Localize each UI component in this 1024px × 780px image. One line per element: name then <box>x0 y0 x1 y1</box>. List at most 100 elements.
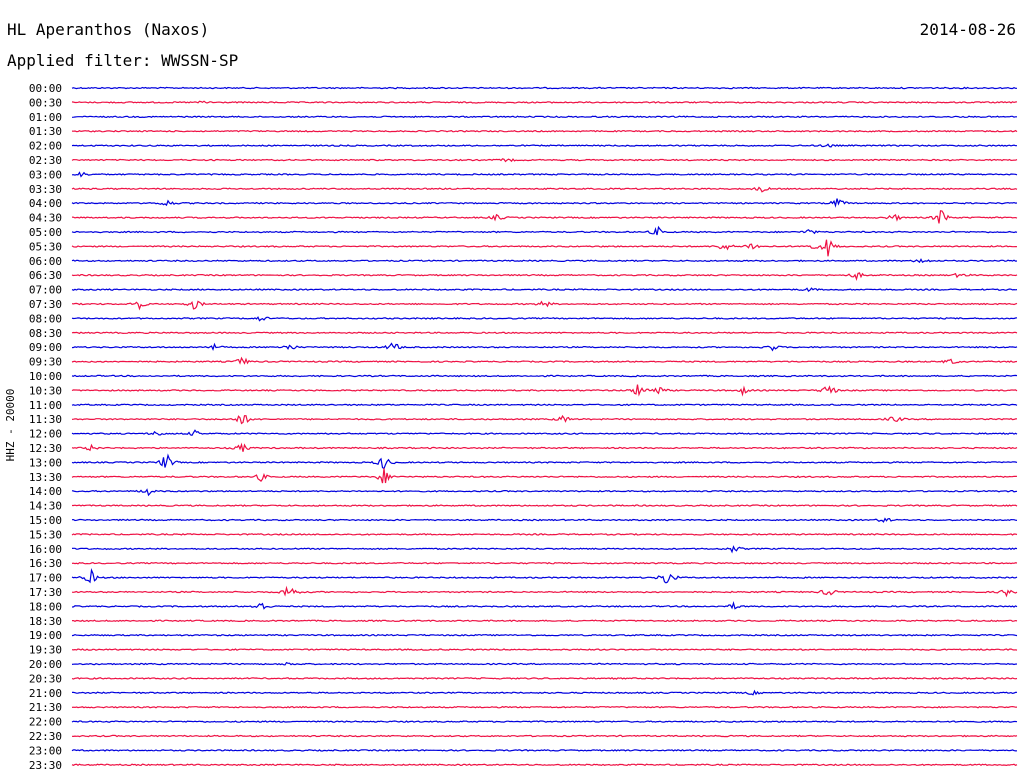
time-label: 02:30 <box>29 154 62 167</box>
trace-line <box>71 403 1018 407</box>
time-label: 18:00 <box>29 600 62 613</box>
time-label: 15:00 <box>29 514 62 527</box>
time-label: 19:30 <box>29 644 62 657</box>
time-label: 01:30 <box>29 125 62 138</box>
time-label: 13:00 <box>29 456 62 469</box>
time-label: 15:30 <box>29 528 62 541</box>
trace-line <box>71 585 1018 598</box>
trace-line <box>71 198 1018 208</box>
time-label: 05:30 <box>29 240 62 253</box>
time-label: 12:30 <box>29 442 62 455</box>
trace-line <box>71 468 1018 484</box>
time-label: 08:30 <box>29 327 62 340</box>
filter-line: Applied filter: WWSSN-SP <box>7 51 238 70</box>
trace-line <box>71 225 1018 236</box>
time-label: 09:30 <box>29 356 62 369</box>
trace-line <box>71 331 1018 335</box>
trace-line <box>71 600 1018 610</box>
time-label: 06:00 <box>29 255 62 268</box>
time-label: 06:30 <box>29 269 62 282</box>
trace-line <box>71 374 1018 378</box>
trace-line <box>71 414 1018 425</box>
trace-line <box>71 677 1018 680</box>
trace-line <box>71 488 1018 497</box>
filter-label: Applied filter: <box>7 51 152 70</box>
trace-line <box>71 734 1018 738</box>
trace-line <box>71 567 1018 584</box>
time-label: 12:00 <box>29 428 62 441</box>
time-label: 23:30 <box>29 759 62 772</box>
time-label: 16:00 <box>29 543 62 556</box>
time-label: 02:00 <box>29 140 62 153</box>
trace-line <box>71 115 1017 119</box>
time-label: 05:00 <box>29 226 62 239</box>
time-label: 00:30 <box>29 96 62 109</box>
filter-value: WWSSN-SP <box>161 51 239 70</box>
date-label: 2014-08-26 <box>919 20 1016 39</box>
time-label: 10:30 <box>29 384 62 397</box>
time-label: 21:00 <box>29 687 62 700</box>
trace-line <box>71 648 1018 651</box>
time-label: 16:30 <box>29 557 62 570</box>
time-label: 11:00 <box>29 399 62 412</box>
time-label: 19:00 <box>29 629 62 642</box>
time-label: 01:00 <box>29 111 62 124</box>
time-label: 17:00 <box>29 572 62 585</box>
trace-line <box>71 561 1018 565</box>
time-label: 22:30 <box>29 730 62 743</box>
trace-line <box>71 545 1018 554</box>
time-label: 14:30 <box>29 500 62 513</box>
trace-line <box>71 186 1018 193</box>
trace-line <box>71 661 1018 666</box>
trace-line <box>71 453 1018 470</box>
time-label: 00:00 <box>29 82 62 95</box>
trace-line <box>71 720 1018 723</box>
trace-group <box>71 86 1018 767</box>
time-label: 03:00 <box>29 168 62 181</box>
trace-line <box>71 258 1018 264</box>
trace-line <box>72 619 1018 623</box>
trace-line <box>71 356 1018 365</box>
channel-label: HHZ - 20000 <box>4 389 17 462</box>
time-label: 08:00 <box>29 312 62 325</box>
trace-line <box>71 316 1018 322</box>
trace-line <box>72 689 1018 696</box>
time-label: 13:30 <box>29 471 62 484</box>
time-label: 18:30 <box>29 615 62 628</box>
trace-line <box>71 633 1018 637</box>
trace-line <box>71 429 1018 436</box>
time-label: 11:30 <box>29 413 62 426</box>
trace-line <box>71 272 1018 281</box>
trace-line <box>71 517 1018 523</box>
time-label: 22:00 <box>29 716 62 729</box>
trace-line <box>72 504 1018 507</box>
time-label: 20:30 <box>29 672 62 685</box>
time-label: 07:30 <box>29 298 62 311</box>
time-label: 04:00 <box>29 197 62 210</box>
trace-line <box>71 342 1018 352</box>
station-title: HL Aperanthos (Naxos) <box>7 20 210 39</box>
trace-line <box>71 533 1018 536</box>
trace-line <box>71 287 1018 292</box>
time-label: 03:30 <box>29 183 62 196</box>
time-label: 23:00 <box>29 744 62 757</box>
trace-line <box>71 763 1018 767</box>
time-label: 04:30 <box>29 212 62 225</box>
time-label: 20:00 <box>29 658 62 671</box>
trace-line <box>71 300 1018 311</box>
time-label: 14:00 <box>29 485 62 498</box>
trace-line <box>71 86 1017 90</box>
time-label: 09:00 <box>29 341 62 354</box>
time-label: 07:00 <box>29 284 62 297</box>
trace-line <box>71 158 1018 163</box>
trace-line <box>71 749 1018 752</box>
trace-line <box>71 384 1018 397</box>
trace-line <box>71 129 1018 133</box>
time-label: 21:30 <box>29 701 62 714</box>
trace-line <box>71 143 1017 148</box>
trace-line <box>71 705 1018 709</box>
trace-line <box>71 442 1018 452</box>
trace-line <box>71 171 1018 178</box>
